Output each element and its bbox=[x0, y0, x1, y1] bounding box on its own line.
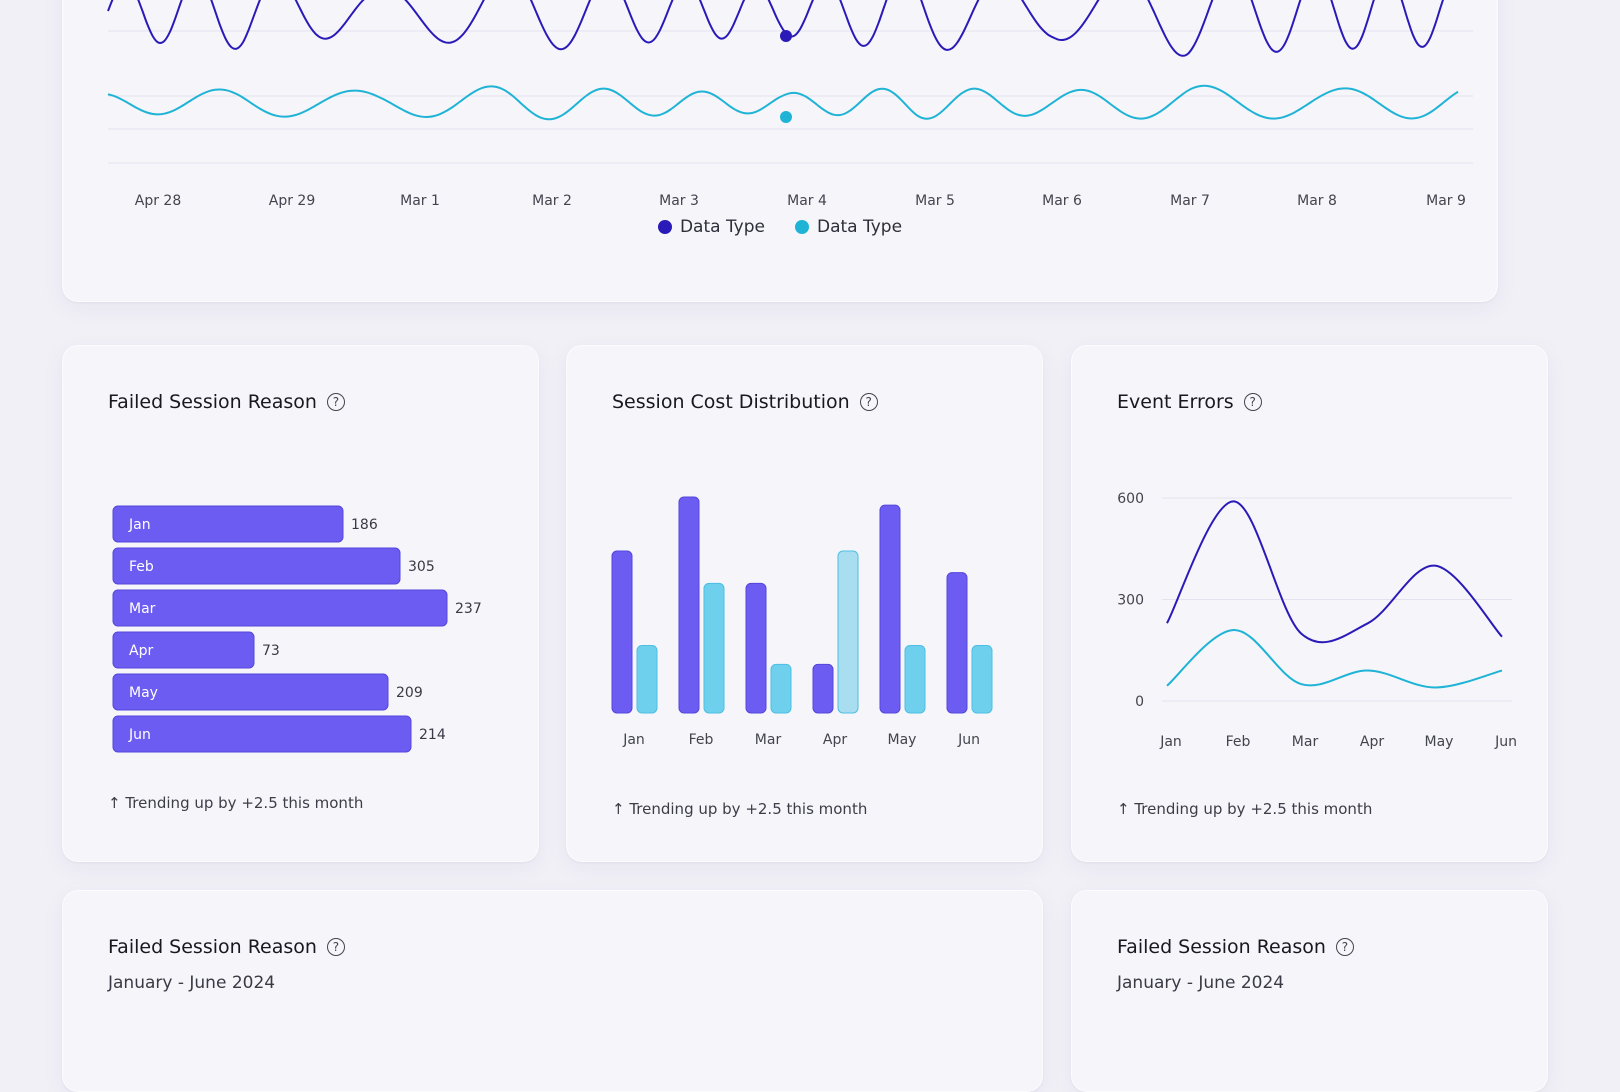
errors-y-tick: 300 bbox=[1117, 593, 1144, 609]
bottom-right-title: Failed Session Reason ? bbox=[1117, 936, 1354, 958]
vbar-series2-jun[interactable] bbox=[971, 645, 993, 714]
vbar-series1-jun[interactable] bbox=[946, 572, 968, 714]
vbar-x-label: Apr bbox=[823, 732, 847, 748]
bottom-left-title-text: Failed Session Reason bbox=[108, 936, 317, 958]
hbar-jan[interactable] bbox=[112, 505, 344, 543]
event-errors-card: Event Errors ? 0 300 600 Jan Feb Mar Apr May Jun… bbox=[1071, 345, 1548, 862]
vbar-series1-jan[interactable] bbox=[611, 550, 633, 714]
timeline-series-1-marker[interactable] bbox=[780, 30, 792, 42]
bottom-right-title-text: Failed Session Reason bbox=[1117, 936, 1326, 958]
help-icon[interactable]: ? bbox=[326, 938, 345, 956]
hbar-apr[interactable] bbox=[112, 631, 255, 669]
hbar-value: 214 bbox=[419, 727, 446, 743]
timeline-x-label: Mar 8 bbox=[1297, 193, 1337, 209]
timeline-x-label: Mar 2 bbox=[532, 193, 572, 209]
bottom-left-title: Failed Session Reason ? bbox=[108, 936, 345, 958]
vbar-series2-feb[interactable] bbox=[703, 582, 725, 714]
timeline-legend: Data Type Data Type bbox=[63, 217, 1497, 237]
errors-x-label: Apr bbox=[1360, 734, 1384, 750]
hbar-label: Jun bbox=[128, 727, 151, 743]
timeline-x-label: Mar 9 bbox=[1426, 193, 1466, 209]
legend-item-1[interactable]: Data Type bbox=[657, 217, 765, 237]
help-icon[interactable]: ? bbox=[859, 393, 878, 411]
vbar-series1-apr[interactable] bbox=[812, 663, 834, 714]
vbar-series1-may[interactable] bbox=[879, 504, 901, 714]
hbar-mar[interactable] bbox=[112, 589, 448, 627]
errors-x-label: Mar bbox=[1292, 734, 1319, 750]
hbar-label: Jan bbox=[128, 517, 151, 533]
hbar-jun[interactable] bbox=[112, 715, 412, 753]
vbar-x-label: Feb bbox=[689, 732, 714, 748]
errors-series-2-line bbox=[1166, 628, 1503, 689]
hbar-value: 186 bbox=[351, 517, 378, 533]
vbar-series2-apr[interactable] bbox=[837, 550, 859, 714]
session-cost-title: Session Cost Distribution ? bbox=[612, 391, 878, 413]
timeline-x-label: Mar 5 bbox=[915, 193, 955, 209]
session-cost-card: Session Cost Distribution ? Jan Feb Mar Apr… bbox=[566, 345, 1043, 862]
vbar-x-label: May bbox=[888, 732, 917, 748]
hbar-label: Apr bbox=[129, 643, 153, 659]
hbar-feb[interactable] bbox=[112, 547, 401, 585]
session-cost-bar-chart: Jan Feb Mar Apr May Jun bbox=[611, 496, 993, 748]
hbar-value: 237 bbox=[455, 601, 482, 617]
vbar-x-label: Jan bbox=[622, 732, 645, 748]
errors-y-tick: 600 bbox=[1117, 491, 1144, 507]
legend-swatch-1 bbox=[657, 220, 672, 234]
timeline-series-2-marker[interactable] bbox=[780, 111, 792, 123]
failed-session-bar-chart: Jan 186 Feb 305 Mar 237 Apr 73 May 209 Jun 214 bbox=[112, 505, 482, 753]
hbar-label: Mar bbox=[129, 601, 156, 617]
hbar-may[interactable] bbox=[112, 673, 389, 711]
legend-swatch-2 bbox=[795, 220, 809, 234]
legend-label-2: Data Type bbox=[817, 217, 903, 237]
vbar-x-label: Mar bbox=[755, 732, 782, 748]
bottom-left-card: Failed Session Reason ? January - June 2… bbox=[62, 890, 1043, 1092]
vbar-series1-mar[interactable] bbox=[745, 582, 767, 714]
legend-item-2[interactable]: Data Type bbox=[795, 217, 902, 237]
vbar-series1-feb[interactable] bbox=[678, 496, 700, 714]
errors-series-1-line bbox=[1166, 500, 1503, 644]
legend-label-1: Data Type bbox=[679, 217, 765, 237]
errors-x-label: Jun bbox=[1494, 734, 1517, 750]
help-icon[interactable]: ? bbox=[1243, 393, 1262, 411]
hbar-value: 209 bbox=[396, 685, 423, 701]
failed-session-title: Failed Session Reason ? bbox=[108, 391, 345, 413]
errors-x-label: May bbox=[1425, 734, 1454, 750]
errors-x-label: Jan bbox=[1159, 734, 1182, 750]
help-icon[interactable]: ? bbox=[1335, 938, 1354, 956]
bottom-left-subtitle: January - June 2024 bbox=[108, 973, 276, 993]
timeline-x-label: Apr 29 bbox=[269, 193, 315, 209]
vbar-series2-may[interactable] bbox=[904, 645, 926, 714]
timeline-series-1-line bbox=[107, 0, 1444, 57]
timeline-x-label: Mar 4 bbox=[787, 193, 827, 209]
timeline-x-label: Mar 6 bbox=[1042, 193, 1082, 209]
event-errors-title-text: Event Errors bbox=[1117, 391, 1234, 413]
failed-session-card: Failed Session Reason ? Jan 186 Feb 305 Mar 2… bbox=[62, 345, 539, 862]
timeline-series-2-line bbox=[107, 84, 1459, 121]
event-errors-line-chart: 0 300 600 Jan Feb Mar Apr May Jun bbox=[1117, 491, 1517, 750]
errors-y-tick: 0 bbox=[1135, 694, 1144, 710]
event-errors-trend: ↑ Trending up by +2.5 this month bbox=[1117, 800, 1373, 818]
event-errors-title: Event Errors ? bbox=[1117, 391, 1262, 413]
timeline-x-label: Apr 28 bbox=[135, 193, 181, 209]
session-cost-trend: ↑ Trending up by +2.5 this month bbox=[612, 800, 868, 818]
hbar-value: 73 bbox=[262, 643, 280, 659]
vbar-x-label: Jun bbox=[957, 732, 980, 748]
hbar-value: 305 bbox=[408, 559, 435, 575]
bottom-right-subtitle: January - June 2024 bbox=[1117, 973, 1285, 993]
failed-session-title-text: Failed Session Reason bbox=[108, 391, 317, 413]
errors-x-label: Feb bbox=[1226, 734, 1251, 750]
timeline-x-label: Mar 1 bbox=[400, 193, 440, 209]
timeline-chart: Apr 28 Apr 29 Mar 1 Mar 2 Mar 3 Mar 4 Mar 5 Mar… bbox=[107, 0, 1473, 209]
bottom-right-card: Failed Session Reason ? January - June 2… bbox=[1071, 890, 1548, 1092]
hbar-label: Feb bbox=[129, 559, 154, 575]
timeline-x-label: Mar 7 bbox=[1170, 193, 1210, 209]
vbar-series2-mar[interactable] bbox=[770, 663, 792, 714]
vbar-series2-jan[interactable] bbox=[636, 645, 658, 714]
hbar-label: May bbox=[129, 685, 158, 701]
failed-session-trend: ↑ Trending up by +2.5 this month bbox=[108, 794, 364, 812]
session-cost-title-text: Session Cost Distribution bbox=[612, 391, 850, 413]
help-icon[interactable]: ? bbox=[326, 393, 345, 411]
timeline-x-label: Mar 3 bbox=[659, 193, 699, 209]
timeline-card: Apr 28 Apr 29 Mar 1 Mar 2 Mar 3 Mar 4 Mar 5 Mar… bbox=[62, 0, 1498, 302]
